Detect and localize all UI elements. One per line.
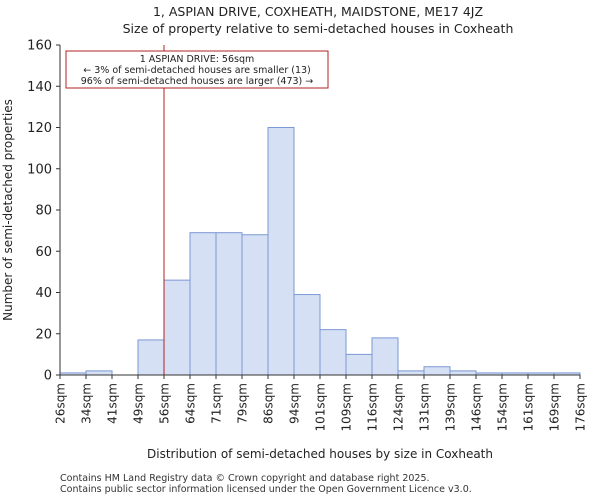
x-tick-label-131sqm: 131sqm — [418, 383, 432, 431]
x-tick-label-124sqm: 124sqm — [392, 383, 406, 431]
bar-109sqm — [345, 353, 373, 376]
x-tick-label-34sqm: 34sqm — [80, 383, 94, 424]
bar-86sqm — [267, 127, 295, 376]
bars — [59, 127, 581, 376]
footer-line-1: Contains HM Land Registry data © Crown c… — [60, 473, 430, 484]
chart-title-line2: Size of property relative to semi-detach… — [123, 21, 514, 36]
x-tick-label-94sqm: 94sqm — [288, 383, 302, 424]
annotation-frame — [65, 50, 329, 89]
x-tick-label-101sqm: 101sqm — [314, 383, 328, 431]
annotation-line-2: ← 3% of semi-detached houses are smaller… — [83, 65, 311, 76]
bar-34sqm — [85, 370, 113, 376]
axes: 0 20 40 60 80 100 120 140 160 26sqm 34sqm 41sqm 49sq… — [27, 39, 587, 432]
y-tick-label-0: 0 — [44, 369, 52, 384]
y-tick-label-40: 40 — [35, 286, 52, 301]
bar-131sqm — [423, 366, 451, 376]
x-tick-label-109sqm: 109sqm — [340, 383, 354, 431]
bar-101sqm — [319, 329, 347, 376]
y-axis-label: Number of semi-detached properties — [1, 99, 15, 321]
bar-94sqm — [293, 294, 321, 376]
x-tick-label-41sqm: 41sqm — [106, 383, 120, 424]
bar-79sqm — [241, 234, 269, 376]
annotation-line-3: 96% of semi-detached houses are larger (… — [81, 76, 314, 87]
x-tick-label-116sqm: 116sqm — [366, 383, 380, 431]
x-tick-label-139sqm: 139sqm — [444, 383, 458, 431]
bar-116sqm — [371, 337, 399, 376]
x-tick-label-161sqm: 161sqm — [522, 383, 536, 431]
chart-title-line1: 1, ASPIAN DRIVE, COXHEATH, MAIDSTONE, ME… — [153, 4, 483, 19]
y-tick-label-100: 100 — [27, 162, 52, 177]
bar-71sqm — [215, 232, 243, 376]
y-tick-label-120: 120 — [27, 121, 52, 136]
x-tick-label-154sqm: 154sqm — [496, 383, 510, 431]
x-tick-label-71sqm: 71sqm — [210, 383, 224, 424]
x-axis-label: Distribution of semi-detached houses by … — [147, 447, 493, 461]
x-tick-label-64sqm: 64sqm — [184, 383, 198, 424]
bar-139sqm — [449, 370, 477, 376]
x-tick-label-79sqm: 79sqm — [236, 383, 250, 424]
x-tick-label-49sqm: 49sqm — [132, 383, 146, 424]
footer-line-2: Contains public sector information licen… — [60, 484, 472, 495]
bar-49sqm — [137, 339, 165, 376]
bar-124sqm — [397, 370, 425, 376]
y-tick-label-20: 20 — [35, 327, 52, 342]
x-tick-label-26sqm: 26sqm — [54, 383, 68, 424]
y-tick-label-140: 140 — [27, 80, 52, 95]
x-tick-label-86sqm: 86sqm — [262, 383, 276, 424]
bar-64sqm — [189, 232, 217, 376]
x-tick-label-146sqm: 146sqm — [470, 383, 484, 431]
y-tick-label-60: 60 — [35, 245, 52, 260]
y-tick-label-80: 80 — [35, 204, 52, 219]
y-tick-label-160: 160 — [27, 39, 52, 54]
annotation-box: 1 ASPIAN DRIVE: 56sqm ← 3% of semi-detac… — [65, 50, 329, 89]
x-tick-label-56sqm: 56sqm — [158, 383, 172, 424]
bar-56sqm — [163, 279, 191, 376]
x-tick-label-169sqm: 169sqm — [548, 383, 562, 431]
annotation-line-1: 1 ASPIAN DRIVE: 56sqm — [140, 54, 255, 65]
x-tick-label-176sqm: 176sqm — [574, 383, 588, 431]
